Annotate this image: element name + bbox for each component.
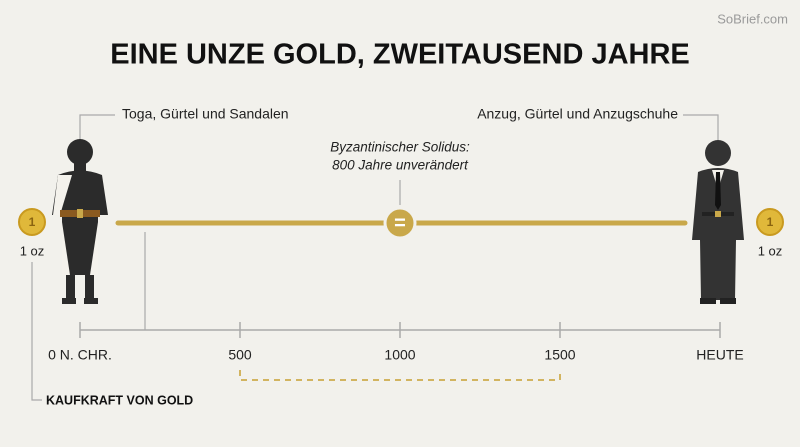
- timeline-axis: [79, 322, 721, 338]
- watermark: SoBrief.com: [717, 11, 788, 26]
- stable-period-bracket: [239, 370, 561, 381]
- timeline-label: 0 N. CHR.: [48, 347, 112, 363]
- title: EINE UNZE GOLD, ZWEITAUSEND JAHRE: [110, 39, 690, 71]
- equal-symbol: =: [394, 212, 406, 234]
- timeline-labels: 0 N. CHR. 500 1000 1500 HEUTE: [48, 347, 744, 363]
- annotation: 800 Jahre unverändert: [332, 158, 469, 173]
- left-label: Toga, Gürtel und Sandalen: [122, 106, 289, 122]
- timeline-label: 1000: [384, 347, 415, 363]
- roman-figure: [52, 139, 108, 304]
- equal-icon: [383, 206, 417, 240]
- coin-label: 1: [767, 215, 774, 229]
- coin: [756, 208, 784, 236]
- right-amount: 1 oz: [758, 243, 783, 258]
- timeline-label: 500: [228, 347, 252, 363]
- leader-lines: [31, 114, 719, 401]
- modern-figure: [692, 140, 744, 304]
- annotation: Byzantinischer Solidus:: [330, 140, 470, 155]
- timeline-label: 1500: [544, 347, 575, 363]
- right-label: Anzug, Gürtel und Anzugschuhe: [477, 106, 678, 122]
- coin: [18, 208, 46, 236]
- left-amount: 1 oz: [20, 243, 45, 258]
- coin-label: 1: [29, 215, 36, 229]
- footer: KAUFKRAFT VON GOLD: [46, 393, 193, 407]
- timeline-label: HEUTE: [696, 347, 743, 363]
